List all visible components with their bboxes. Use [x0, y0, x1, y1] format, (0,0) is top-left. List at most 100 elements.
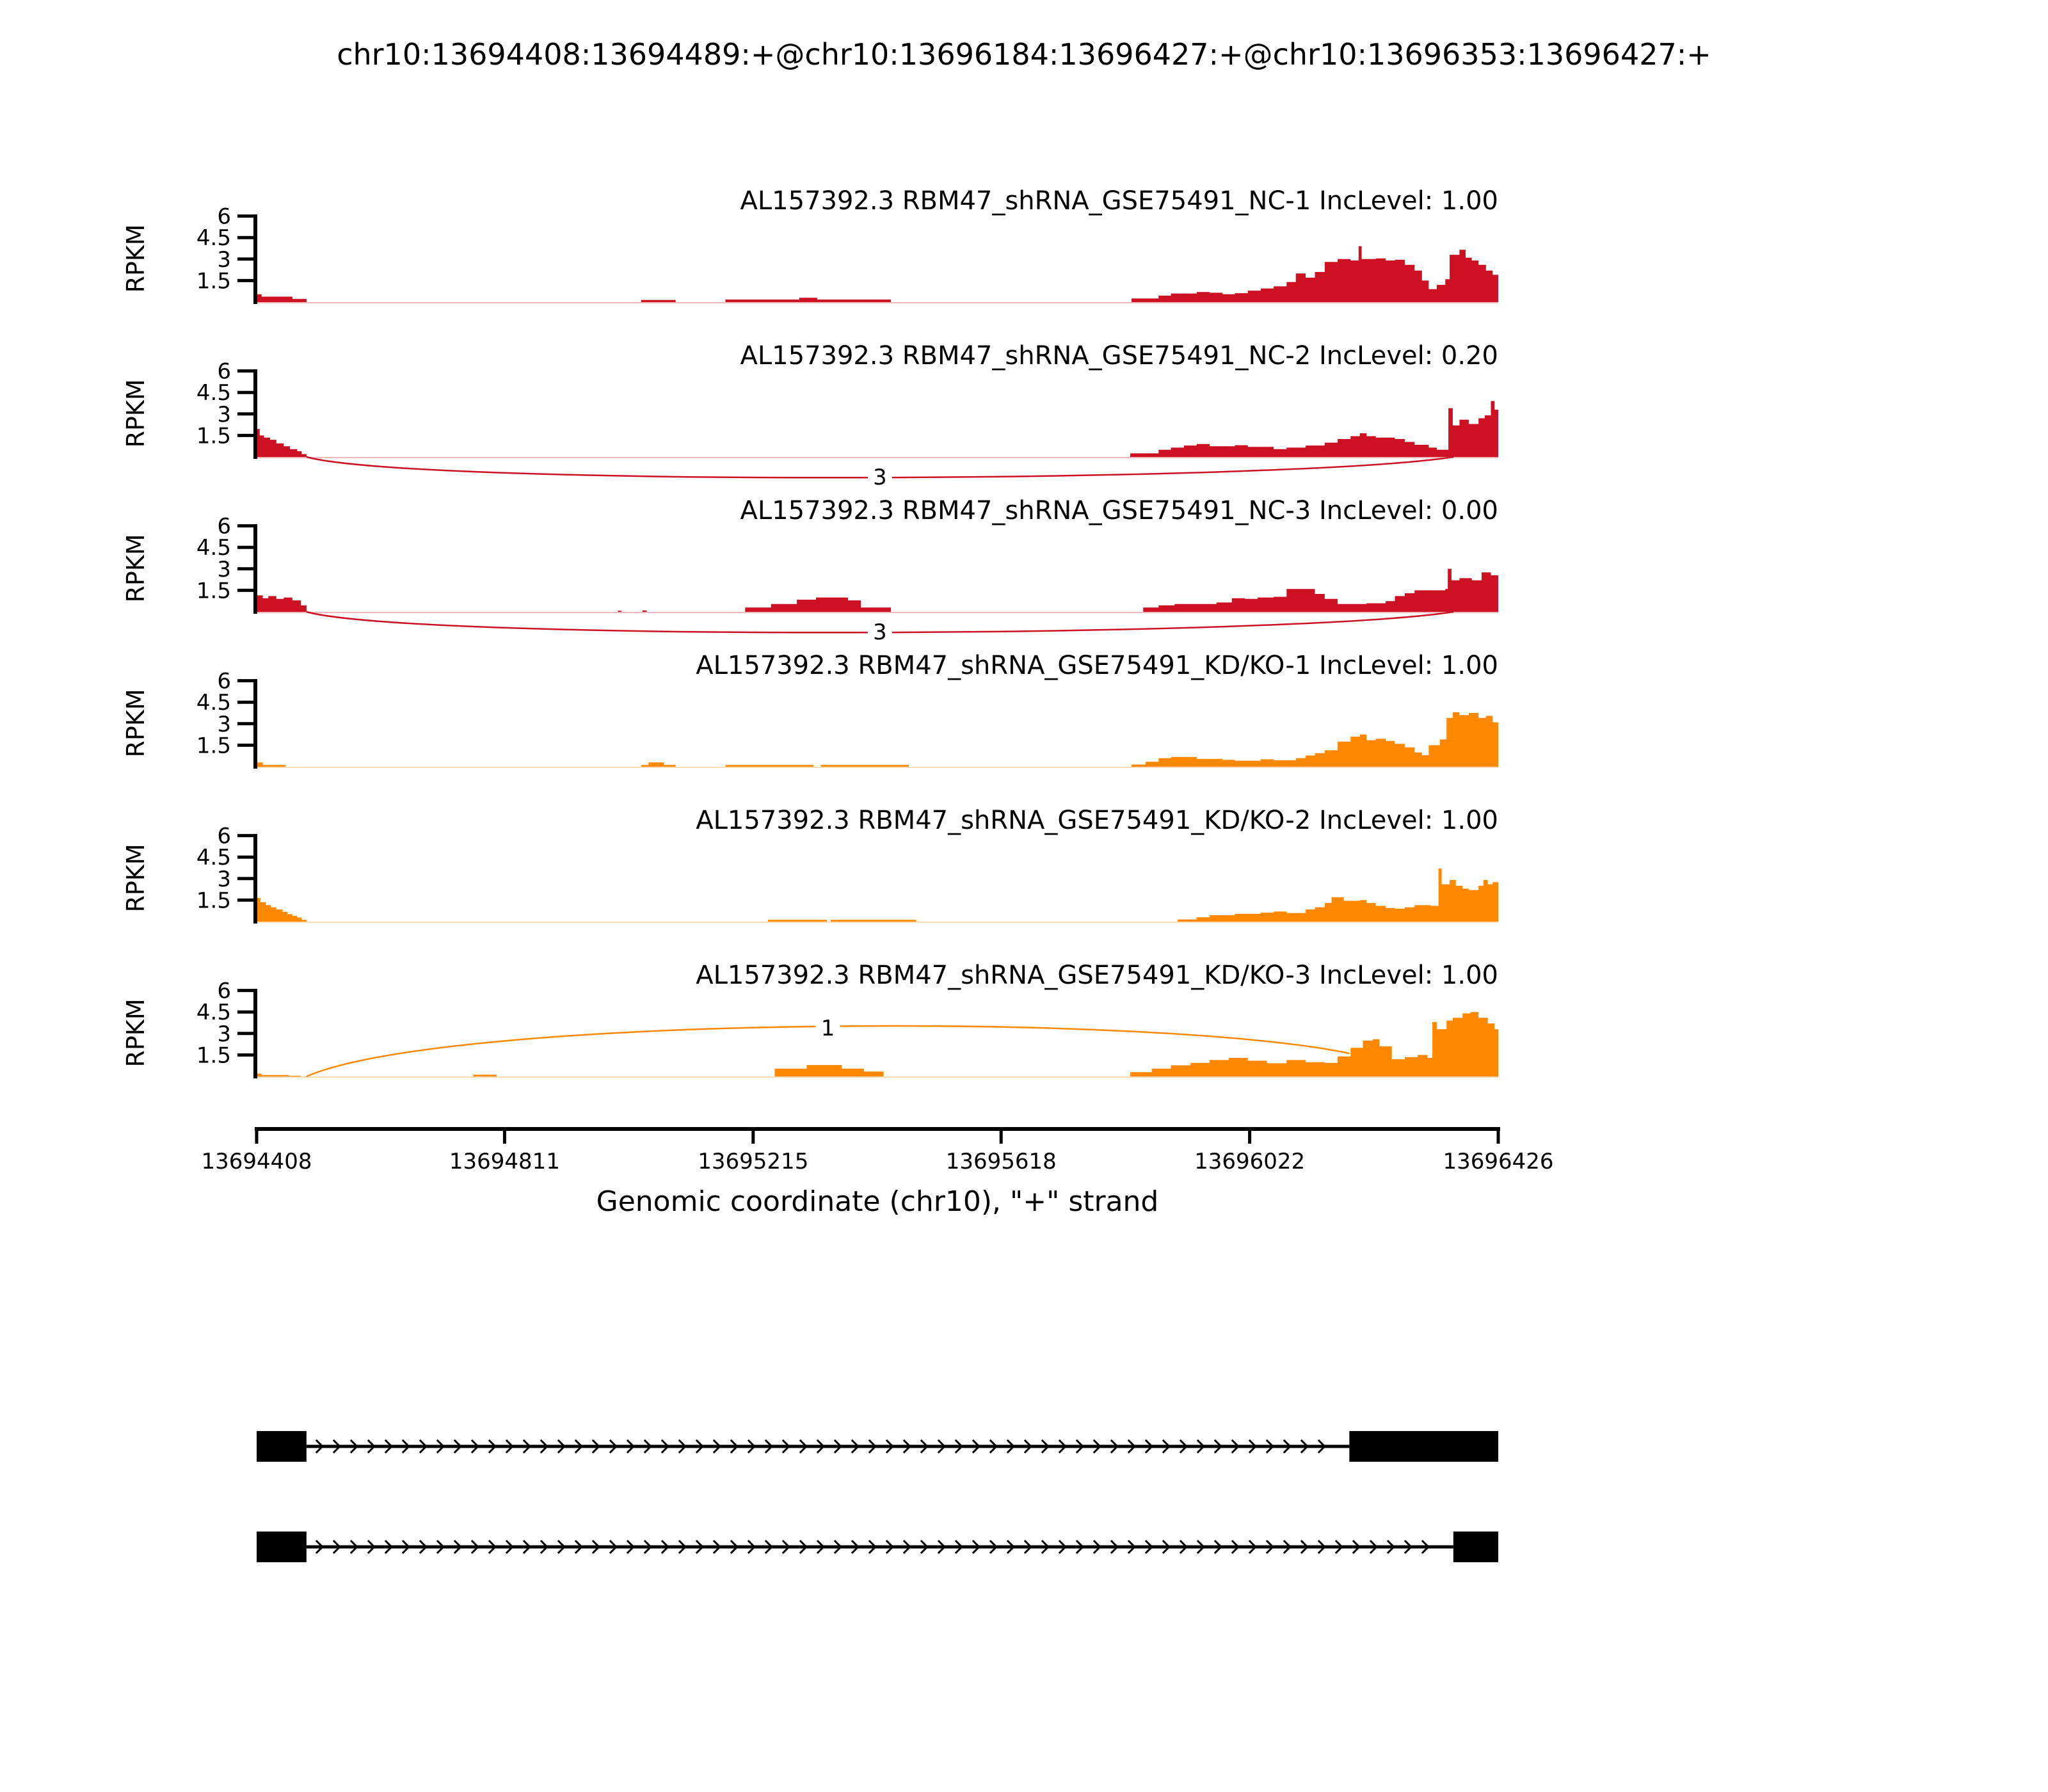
x-axis-tick-label: 13695215	[698, 1149, 808, 1174]
strand-arrow-icon	[851, 1439, 860, 1454]
strand-arrow-icon	[1300, 1539, 1309, 1555]
y-axis-tick-label: 3	[217, 247, 231, 273]
strand-arrow-icon	[781, 1439, 790, 1454]
y-axis-tick-label: 6	[217, 204, 231, 230]
strand-arrow-icon	[488, 1439, 497, 1454]
strand-arrow-icon	[1283, 1539, 1292, 1555]
strand-arrow-icon	[1265, 1539, 1274, 1555]
strand-arrow-icon	[505, 1539, 514, 1555]
strand-arrow-icon	[522, 1539, 531, 1555]
strand-arrow-icon	[868, 1539, 877, 1555]
strand-arrow-icon	[730, 1539, 739, 1555]
x-axis: 13694408 13694811 13695215 13695618 13696022…	[201, 1127, 1554, 1174]
strand-arrow-icon	[885, 1439, 894, 1454]
strand-arrow-icon	[764, 1539, 773, 1555]
strand-arrow-icon	[1144, 1539, 1153, 1555]
x-axis-tick-label: 13694408	[201, 1149, 312, 1174]
strand-arrow-icon	[574, 1539, 583, 1555]
strand-arrow-icon	[851, 1539, 860, 1555]
strand-arrow-icon	[747, 1539, 756, 1555]
junction-count-bbox	[867, 463, 892, 491]
junction-count-bbox	[815, 1014, 840, 1042]
strand-arrow-icon	[660, 1439, 669, 1454]
strand-arrow-icon	[540, 1439, 548, 1454]
coverage-track: 1.534.56 RPKM AL157392.3 RBM47_shRNA_GSE75…	[122, 186, 1498, 304]
strand-arrow-icon	[609, 1439, 618, 1454]
coverage-area	[257, 568, 1498, 612]
strand-arrow-icon	[1144, 1439, 1153, 1454]
strand-arrow-icon	[816, 1539, 825, 1555]
strand-arrow-icon	[1213, 1539, 1222, 1555]
y-axis-title: RPKM	[122, 224, 150, 292]
y-axis-tick-label: 4.5	[196, 225, 231, 251]
y-axis-tick-label: 1.5	[196, 1043, 231, 1068]
strand-arrow-icon	[643, 1539, 652, 1555]
strand-arrow-icon	[522, 1439, 531, 1454]
strand-arrow-icon	[505, 1439, 514, 1454]
junction-count: 3	[873, 465, 887, 490]
track-label: AL157392.3 RBM47_shRNA_GSE75491_KD/KO-2 …	[696, 806, 1498, 835]
strand-arrow-icon	[764, 1439, 773, 1454]
y-axis-tick-label: 3	[217, 557, 231, 582]
coverage-area	[257, 401, 1498, 457]
strand-arrow-icon	[1317, 1439, 1326, 1454]
strand-arrow-icon	[920, 1439, 929, 1454]
y-axis-tick-label: 6	[217, 359, 231, 385]
strand-arrow-icon	[678, 1539, 687, 1555]
strand-arrow-icon	[367, 1539, 376, 1555]
strand-arrow-icon	[453, 1439, 462, 1454]
strand-arrow-icon	[695, 1439, 704, 1454]
strand-arrow-icon	[954, 1439, 963, 1454]
strand-arrow-icon	[902, 1539, 911, 1555]
strand-arrow-icon	[453, 1539, 462, 1555]
x-axis-tick-label: 13696426	[1443, 1149, 1553, 1174]
strand-arrow-icon	[1162, 1539, 1171, 1555]
strand-arrow-icon	[626, 1439, 635, 1454]
y-axis-tick-label: 4.5	[196, 690, 231, 716]
strand-arrow-icon	[540, 1539, 548, 1555]
strand-arrow-icon	[1231, 1439, 1240, 1454]
strand-arrow-icon	[1110, 1539, 1119, 1555]
strand-arrow-icon	[833, 1539, 842, 1555]
strand-arrow-icon	[1213, 1439, 1222, 1454]
strand-arrow-icon	[591, 1539, 600, 1555]
junction-count-bbox	[867, 618, 892, 646]
transcript-row	[257, 1532, 1498, 1562]
y-axis-tick-label: 1.5	[196, 888, 231, 913]
y-axis-tick-label: 4.5	[196, 380, 231, 406]
strand-arrow-icon	[1352, 1539, 1361, 1555]
y-axis-tick-label: 6	[217, 979, 231, 1004]
strand-arrow-icon	[799, 1439, 808, 1454]
strand-arrow-icon	[972, 1539, 980, 1555]
strand-arrow-icon	[1006, 1439, 1015, 1454]
strand-arrow-icon	[989, 1539, 998, 1555]
y-axis-tick-label: 3	[217, 867, 231, 892]
y-axis-tick-label: 6	[217, 514, 231, 540]
strand-arrow-icon	[1127, 1439, 1136, 1454]
strand-arrow-icon	[1041, 1539, 1050, 1555]
strand-arrow-icon	[781, 1539, 790, 1555]
strand-arrow-icon	[470, 1439, 479, 1454]
strand-arrow-icon	[367, 1439, 376, 1454]
strand-arrow-icon	[937, 1539, 946, 1555]
strand-arrow-icon	[989, 1439, 998, 1454]
strand-arrow-icon	[609, 1539, 618, 1555]
strand-arrow-icon	[833, 1439, 842, 1454]
y-axis-tick-label: 1.5	[196, 423, 231, 449]
coverage-area	[257, 712, 1498, 767]
y-axis-tick-label: 1.5	[196, 733, 231, 758]
strand-arrow-icon	[557, 1539, 566, 1555]
exon-box	[257, 1532, 307, 1562]
junction-arc	[306, 456, 1454, 479]
strand-arrow-icon	[1075, 1539, 1084, 1555]
coverage-area	[257, 246, 1498, 302]
track-label: AL157392.3 RBM47_shRNA_GSE75491_NC-1 Inc…	[740, 186, 1498, 216]
strand-arrow-icon	[401, 1439, 410, 1454]
strand-arrow-icon	[419, 1539, 428, 1555]
y-axis-tick-label: 4.5	[196, 845, 231, 870]
strand-arrow-icon	[747, 1439, 756, 1454]
strand-arrow-icon	[1404, 1539, 1412, 1555]
strand-arrow-icon	[954, 1539, 963, 1555]
strand-arrow-icon	[574, 1439, 583, 1454]
figure-title: chr10:13694408:13694489:+@chr10:13696184…	[337, 37, 1711, 72]
